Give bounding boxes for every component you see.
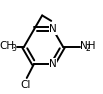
Text: CH: CH	[0, 41, 14, 51]
Text: Cl: Cl	[21, 80, 31, 90]
Text: N: N	[49, 59, 57, 69]
Text: 2: 2	[85, 44, 90, 53]
Text: NH: NH	[80, 41, 96, 51]
Text: 3: 3	[12, 44, 17, 53]
Text: N: N	[49, 24, 57, 34]
